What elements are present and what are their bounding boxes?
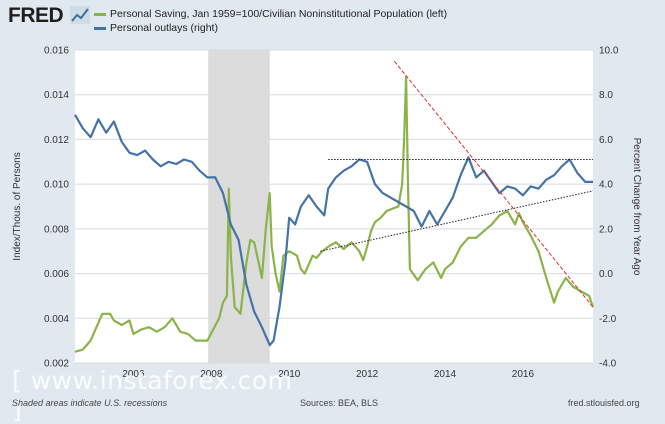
plot-area bbox=[75, 50, 593, 363]
left-tick-label: 0.014 bbox=[44, 90, 69, 101]
chart-plot: 0.002 0.004 0.006 0.008 0.010 0.012 0.014 0.016… bbox=[12, 46, 642, 381]
series-line-personal-outlays bbox=[74, 114, 593, 347]
right-tick-label: 2.0 bbox=[599, 224, 613, 235]
x-tick-label: 2006 bbox=[122, 369, 145, 380]
legend-label-personal-outlays: Personal outlays (right) bbox=[110, 22, 218, 34]
legend-item-personal-saving: Personal Saving, Jan 1959=100/Civilian N… bbox=[94, 8, 447, 20]
right-tick-label: 8.0 bbox=[599, 90, 613, 101]
sources-label: Sources: BEA, BLS bbox=[300, 398, 379, 408]
chart-header: FRED Personal Saving, Jan 1959=100/Civil… bbox=[0, 0, 665, 42]
series-line-personal-saving bbox=[74, 75, 595, 353]
right-tick-label: -2.0 bbox=[599, 314, 617, 325]
x-tick-label: 2016 bbox=[512, 369, 535, 380]
x-tick-label: 2008 bbox=[200, 369, 223, 380]
recession-shade bbox=[208, 50, 270, 363]
left-tick-label: 0.002 bbox=[44, 359, 69, 370]
right-axis-label: Percent Change from Year Ago bbox=[631, 138, 642, 276]
site-url[interactable]: fred.stlouisfed.org bbox=[568, 398, 640, 408]
left-tick-label: 0.012 bbox=[44, 135, 69, 146]
legend-label-personal-saving: Personal Saving, Jan 1959=100/Civilian N… bbox=[110, 8, 448, 20]
right-tick-label: -4.0 bbox=[599, 359, 617, 370]
left-tick-label: 0.004 bbox=[44, 314, 69, 325]
watermark-text: [ www.instaforex.com ] bbox=[12, 366, 293, 424]
legend-item-personal-outlays: Personal outlays (right) bbox=[94, 22, 218, 34]
right-tick-label: 6.0 bbox=[599, 135, 613, 146]
left-tick-label: 0.010 bbox=[44, 180, 69, 191]
left-tick-label: 0.006 bbox=[44, 269, 69, 280]
x-tick-label: 2014 bbox=[434, 369, 457, 380]
right-tick-label: 0.0 bbox=[599, 269, 613, 280]
chart-line-icon bbox=[70, 6, 90, 24]
left-tick-label: 0.016 bbox=[44, 46, 69, 57]
fred-logo[interactable]: FRED bbox=[8, 4, 64, 27]
right-tick-label: 10.0 bbox=[599, 46, 619, 57]
right-tick-label: 4.0 bbox=[599, 180, 613, 191]
trendline-red bbox=[393, 60, 594, 308]
recession-note: Shaded areas indicate U.S. recessions bbox=[12, 398, 168, 408]
left-tick-label: 0.008 bbox=[44, 224, 69, 235]
x-tick-label: 2012 bbox=[356, 369, 379, 380]
x-tick-label: 2010 bbox=[278, 369, 301, 380]
legend-swatch-personal-saving bbox=[94, 12, 106, 16]
left-axis-label: Index/Thous. of Persons bbox=[12, 152, 23, 260]
legend-swatch-personal-outlays bbox=[94, 26, 106, 30]
